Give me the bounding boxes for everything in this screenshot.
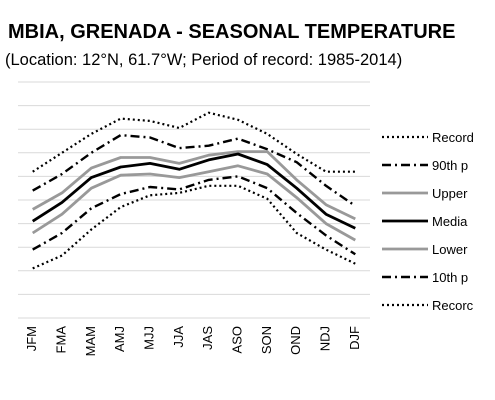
chart-title: MBIA, GRENADA - SEASONAL TEMPERATURE [8, 21, 455, 43]
x-tick-label: JAS [200, 326, 215, 350]
legend-label-5: Lower [432, 242, 468, 257]
legend-label-1: Record [432, 130, 474, 145]
series-line-5 [31, 164, 356, 242]
series-line-3 [32, 150, 356, 221]
series-line-7 [32, 184, 356, 270]
legend: Record 90th p Upper Media Lower 10th p Recorc [382, 130, 474, 313]
legend-label-6: 10th p [432, 270, 468, 285]
x-tick-label: AMJ [112, 326, 127, 352]
chart-subtitle: (Location: 12°N, 61.7°W; Period of recor… [5, 51, 402, 69]
x-tick-label: JJA [171, 326, 186, 348]
x-tick-label: ASO [229, 326, 244, 353]
x-tick-label: NDJ [317, 326, 332, 351]
x-tick-label: SON [259, 326, 274, 354]
series-line-2 [32, 133, 356, 207]
legend-label-4: Media [432, 214, 468, 229]
x-tick-label: MAM [83, 326, 98, 356]
x-tick-label: MJJ [141, 326, 156, 350]
legend-label-2: 90th p [432, 158, 468, 173]
legend-label-3: Upper [432, 186, 468, 201]
legend-label-7: Recorc [432, 298, 474, 313]
x-tick-label: OND [288, 326, 303, 355]
plot-area: JFM FMA MAM AMJ MJJ JJA JAS ASO SON OND NDJ DJF [18, 81, 370, 356]
x-tick-label: FMA [53, 326, 68, 354]
x-tick-label: DJF [347, 326, 362, 350]
series-line-6 [32, 175, 356, 256]
x-tick-label: JFM [24, 326, 39, 351]
series-line-4 [31, 152, 356, 230]
